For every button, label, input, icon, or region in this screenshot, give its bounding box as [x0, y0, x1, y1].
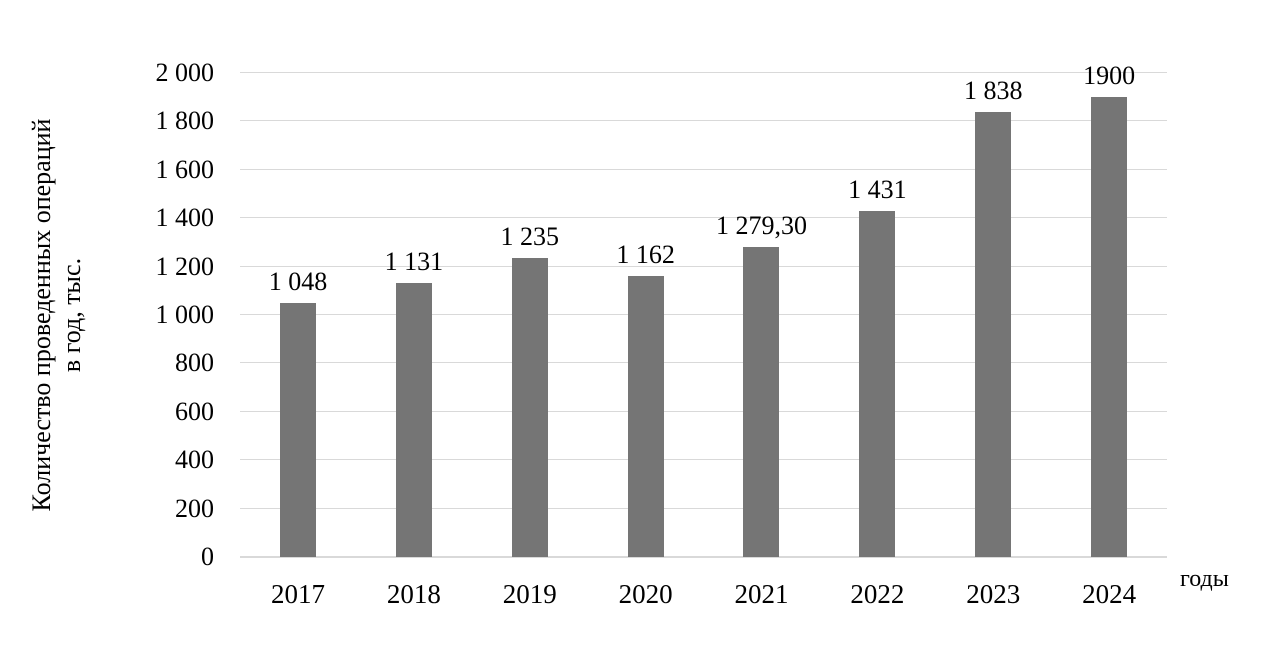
y-tick-label: 1 600 [155, 154, 215, 184]
y-tick-label: 1 000 [155, 300, 215, 329]
x-tick-label: 2017 [270, 579, 325, 609]
bar [859, 210, 896, 557]
y-tick-label: 400 [175, 445, 214, 475]
gridline [240, 507, 1167, 509]
gridline [240, 362, 1167, 364]
bar-value-label: 1 162 [616, 239, 675, 269]
gridline [240, 265, 1167, 267]
x-axis-title: годы [1180, 566, 1229, 592]
y-tick-label: 1 200 [155, 251, 215, 281]
gridline [240, 72, 1167, 73]
gridline [240, 168, 1167, 170]
gridline [240, 459, 1167, 461]
gridline [240, 120, 1167, 122]
bar [975, 112, 1012, 557]
y-tick-label: 600 [175, 396, 214, 426]
x-tick-label: 2022 [850, 579, 905, 609]
y-tick-label: 1 800 [155, 106, 215, 136]
y-tick-label: 2 000 [155, 58, 215, 87]
x-tick-label: 2020 [618, 579, 673, 609]
y-tick-label: 0 [201, 542, 214, 571]
y-axis-title-line1: Количество проведенных операций [27, 118, 56, 512]
bar [395, 283, 432, 557]
x-tick-label: 2018 [386, 579, 441, 609]
x-tick-label: 2019 [502, 579, 557, 609]
bar-value-label: 1 048 [268, 267, 328, 297]
bar-value-label: 1 131 [384, 247, 444, 277]
gridline [240, 314, 1167, 315]
bar-value-label: 1 279,30 [715, 211, 807, 241]
bar-value-label: 1 431 [848, 174, 907, 204]
y-tick-label: 1 400 [155, 203, 215, 233]
y-axis-title-line2: в год, тыс. [57, 257, 86, 373]
bar [1091, 97, 1128, 557]
bar-value-label: 1 235 [500, 222, 559, 252]
x-tick-label: 2024 [1082, 579, 1137, 609]
gridline [240, 410, 1167, 412]
bar [743, 247, 780, 557]
bar [511, 258, 548, 557]
x-axis-line [240, 556, 1167, 558]
y-tick-label: 200 [175, 493, 214, 523]
bar-value-label: 1 838 [963, 76, 1023, 106]
bar [279, 303, 316, 557]
bar-value-label: 1900 [1083, 61, 1136, 91]
gridline [240, 217, 1167, 219]
y-tick-label: 800 [175, 348, 214, 378]
bar [627, 275, 664, 557]
x-tick-label: 2021 [734, 579, 789, 609]
y-axis-title: Количество проведенных операций в год, т… [27, 55, 87, 575]
x-tick-label: 2023 [966, 579, 1021, 609]
